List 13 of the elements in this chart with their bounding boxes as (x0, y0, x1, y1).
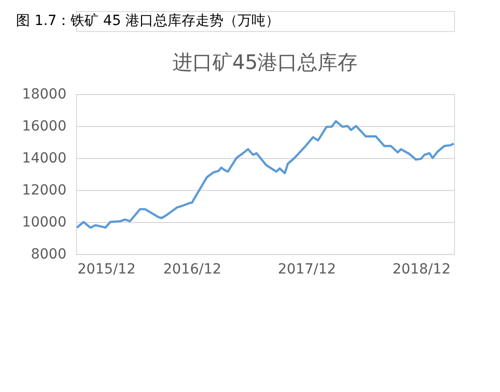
y-tick-label: 12000 (22, 182, 66, 198)
y-tick-label: 10000 (22, 214, 66, 230)
y-tick-label: 8000 (30, 246, 66, 262)
y-tick-label: 16000 (22, 118, 66, 134)
line-series (76, 120, 455, 229)
x-tick-label: 2018/12 (392, 262, 451, 278)
chart-subtitle: 进口矿45港口总库存 (172, 50, 358, 74)
chart-title: 图 1.7：铁矿 45 港口总库存走势（万吨） (16, 13, 280, 29)
x-tick-label: 2016/12 (163, 262, 222, 278)
y-tick-label: 14000 (22, 150, 66, 166)
x-tick-label: 2015/12 (77, 262, 136, 278)
y-tick-label: 18000 (22, 86, 66, 102)
x-tick-label: 2017/12 (278, 262, 336, 278)
